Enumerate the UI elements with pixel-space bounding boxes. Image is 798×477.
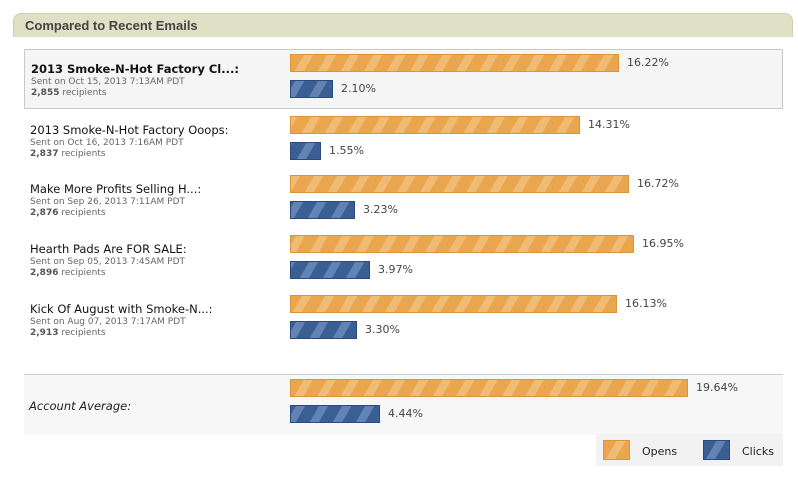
recipient-count: 2,837 bbox=[30, 149, 59, 159]
recipient-count: 2,855 bbox=[31, 88, 60, 98]
clicks-value-label: 4.44% bbox=[388, 407, 423, 420]
legend-label-opens: Opens bbox=[642, 445, 678, 458]
email-sent-date: Sent on Oct 16, 2013 7:16AM PDT bbox=[30, 138, 184, 148]
email-sent-date: Sent on Sep 26, 2013 7:11AM PDT bbox=[30, 197, 186, 207]
legend-label-clicks: Clicks bbox=[742, 445, 774, 458]
clicks-value-label: 3.97% bbox=[378, 263, 413, 276]
recipient-count: 2,896 bbox=[30, 268, 59, 278]
clicks-value-label: 3.23% bbox=[363, 203, 398, 216]
recipient-label: recipients bbox=[61, 149, 106, 159]
clicks-bar bbox=[290, 201, 355, 219]
email-sent-date: Sent on Sep 05, 2013 7:45AM PDT bbox=[30, 257, 186, 267]
recipient-count: 2,913 bbox=[30, 328, 59, 338]
clicks-bar bbox=[290, 321, 357, 339]
chart-legend: Opens Clicks bbox=[596, 434, 783, 466]
opens-value-label: 19.64% bbox=[696, 381, 738, 394]
opens-bar bbox=[290, 175, 629, 193]
opens-value-label: 16.72% bbox=[637, 177, 679, 190]
recipient-count: 2,876 bbox=[30, 208, 59, 218]
opens-value-label: 14.31% bbox=[588, 118, 630, 131]
recipient-label: recipients bbox=[61, 268, 106, 278]
email-name[interactable]: 2013 Smoke-N-Hot Factory Cl...: bbox=[31, 62, 239, 76]
email-name[interactable]: Make More Profits Selling H...: bbox=[30, 182, 202, 196]
opens-bar bbox=[290, 235, 634, 253]
section-title: Compared to Recent Emails bbox=[25, 18, 198, 33]
recipient-label: recipients bbox=[62, 88, 107, 98]
recipient-label: recipients bbox=[61, 208, 106, 218]
email-recipients: 2,876 recipients bbox=[30, 208, 106, 218]
email-recipients: 2,896 recipients bbox=[30, 268, 106, 278]
account-average-label: Account Average: bbox=[29, 399, 132, 413]
clicks-bar bbox=[290, 142, 321, 160]
legend-swatch-opens bbox=[603, 440, 630, 460]
opens-value-label: 16.13% bbox=[625, 297, 667, 310]
clicks-bar bbox=[290, 80, 333, 98]
email-recipients: 2,855 recipients bbox=[31, 88, 107, 98]
clicks-value-label: 1.55% bbox=[329, 144, 364, 157]
opens-bar bbox=[290, 54, 619, 72]
email-row[interactable]: 2013 Smoke-N-Hot Factory Ooops: Sent on … bbox=[24, 111, 783, 171]
clicks-value-label: 3.30% bbox=[365, 323, 400, 336]
opens-bar bbox=[290, 379, 688, 397]
email-recipients: 2,913 recipients bbox=[30, 328, 106, 338]
opens-value-label: 16.95% bbox=[642, 237, 684, 250]
email-recipients: 2,837 recipients bbox=[30, 149, 106, 159]
opens-bar bbox=[290, 116, 580, 134]
email-row[interactable]: Make More Profits Selling H...: Sent on … bbox=[24, 170, 783, 230]
recipient-label: recipients bbox=[61, 328, 106, 338]
email-name[interactable]: 2013 Smoke-N-Hot Factory Ooops: bbox=[30, 123, 229, 137]
clicks-bar bbox=[290, 405, 380, 423]
clicks-value-label: 2.10% bbox=[341, 82, 376, 95]
clicks-bar bbox=[290, 261, 370, 279]
section-header: Compared to Recent Emails bbox=[13, 13, 793, 37]
opens-value-label: 16.22% bbox=[627, 56, 669, 69]
email-row[interactable]: Kick Of August with Smoke-N...: Sent on … bbox=[24, 290, 783, 350]
email-name[interactable]: Hearth Pads Are FOR SALE: bbox=[30, 242, 187, 256]
opens-bar bbox=[290, 295, 617, 313]
email-name[interactable]: Kick Of August with Smoke-N...: bbox=[30, 302, 213, 316]
legend-swatch-clicks bbox=[703, 440, 730, 460]
email-sent-date: Sent on Aug 07, 2013 7:17AM PDT bbox=[30, 317, 186, 327]
email-row[interactable]: Hearth Pads Are FOR SALE: Sent on Sep 05… bbox=[24, 230, 783, 290]
email-sent-date: Sent on Oct 15, 2013 7:13AM PDT bbox=[31, 77, 185, 87]
